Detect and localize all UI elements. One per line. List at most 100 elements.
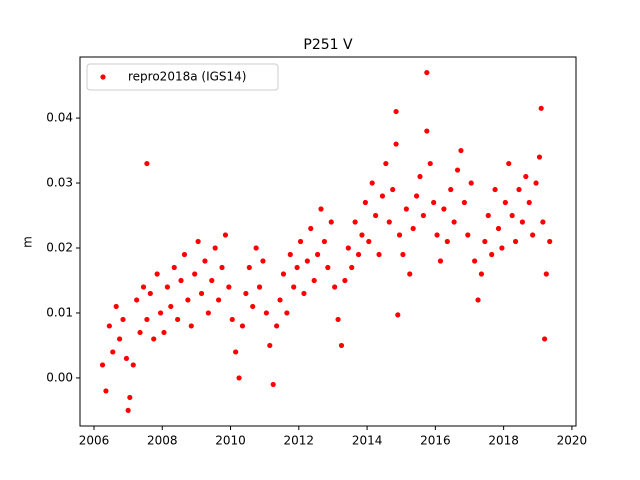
data-point xyxy=(239,323,246,329)
y-tick-label: 0.02 xyxy=(46,240,73,254)
data-point xyxy=(205,310,211,316)
data-point xyxy=(512,238,519,245)
data-point xyxy=(168,303,174,310)
data-point xyxy=(540,219,546,225)
data-point xyxy=(431,199,437,206)
data-point xyxy=(256,284,263,290)
data-point xyxy=(243,290,249,297)
data-point xyxy=(519,219,526,225)
data-point xyxy=(280,271,287,277)
plot-frame xyxy=(79,56,577,427)
data-point xyxy=(202,258,208,264)
data-point xyxy=(541,336,548,342)
data-point xyxy=(195,238,201,245)
chart-title: P251 V xyxy=(303,37,353,53)
data-point xyxy=(424,69,430,76)
y-tick-label: 0.01 xyxy=(46,305,73,319)
data-point xyxy=(332,284,338,290)
data-point xyxy=(407,271,413,277)
data-point xyxy=(441,206,447,212)
data-point xyxy=(478,271,485,277)
data-point xyxy=(437,258,444,264)
data-point xyxy=(246,264,252,271)
data-point xyxy=(325,264,331,271)
data-point xyxy=(472,258,478,264)
data-point xyxy=(103,388,109,394)
x-tick-label: 2020 xyxy=(557,434,588,448)
data-point xyxy=(120,316,126,323)
data-point xyxy=(188,323,194,329)
data-point xyxy=(533,180,539,186)
data-point xyxy=(181,251,188,258)
x-tick-label: 2012 xyxy=(284,434,315,448)
data-point xyxy=(366,238,372,245)
data-point xyxy=(113,303,119,310)
data-point xyxy=(178,277,184,284)
data-point xyxy=(543,271,549,277)
data-point xyxy=(410,225,416,232)
data-point xyxy=(396,232,403,238)
data-point xyxy=(424,128,430,134)
data-point xyxy=(137,329,143,336)
data-point xyxy=(185,297,191,303)
data-point xyxy=(379,193,386,199)
data-point xyxy=(413,193,420,199)
data-point xyxy=(393,108,399,115)
data-point xyxy=(393,141,399,147)
data-point xyxy=(390,186,396,193)
data-point xyxy=(427,160,433,167)
data-point xyxy=(468,180,474,186)
data-point xyxy=(352,219,358,225)
data-point xyxy=(321,238,328,245)
data-point xyxy=(123,355,130,362)
data-point xyxy=(383,160,389,167)
data-point xyxy=(116,336,123,342)
data-point xyxy=(291,284,297,290)
data-point xyxy=(417,173,423,180)
data-point xyxy=(342,277,348,284)
data-point xyxy=(144,160,150,167)
data-point xyxy=(335,316,341,323)
data-point xyxy=(536,154,543,160)
x-tick-label: 2014 xyxy=(352,434,383,448)
data-point xyxy=(485,212,491,219)
data-point xyxy=(338,342,345,349)
data-point xyxy=(362,199,368,206)
data-point xyxy=(400,251,406,258)
data-point xyxy=(465,232,471,238)
data-point xyxy=(301,290,307,297)
data-point xyxy=(395,312,401,318)
y-tick-label: 0.00 xyxy=(46,370,73,384)
data-point xyxy=(444,238,450,245)
data-point xyxy=(458,147,464,154)
data-point xyxy=(250,303,256,310)
data-point xyxy=(475,297,481,303)
y-tick-label: 0.03 xyxy=(46,176,73,190)
data-point xyxy=(294,264,300,271)
x-tick-label: 2018 xyxy=(488,434,519,448)
data-point xyxy=(547,238,553,245)
data-point xyxy=(369,180,375,186)
data-point xyxy=(355,251,362,258)
data-point xyxy=(308,225,314,232)
data-point xyxy=(403,206,409,212)
data-point xyxy=(376,251,382,258)
data-point xyxy=(461,199,467,206)
data-point xyxy=(144,316,150,323)
data-point xyxy=(226,284,232,290)
data-point xyxy=(499,245,505,251)
data-point xyxy=(270,381,276,388)
data-point xyxy=(420,212,427,219)
data-point xyxy=(495,225,502,232)
data-point xyxy=(345,245,351,251)
data-point xyxy=(157,310,164,316)
data-point xyxy=(482,238,488,245)
data-point xyxy=(538,105,544,111)
data-point xyxy=(125,407,131,414)
y-axis-label: m xyxy=(21,236,35,248)
data-point xyxy=(99,362,106,368)
data-point xyxy=(127,394,133,401)
data-point xyxy=(147,290,153,297)
data-point xyxy=(311,277,317,284)
